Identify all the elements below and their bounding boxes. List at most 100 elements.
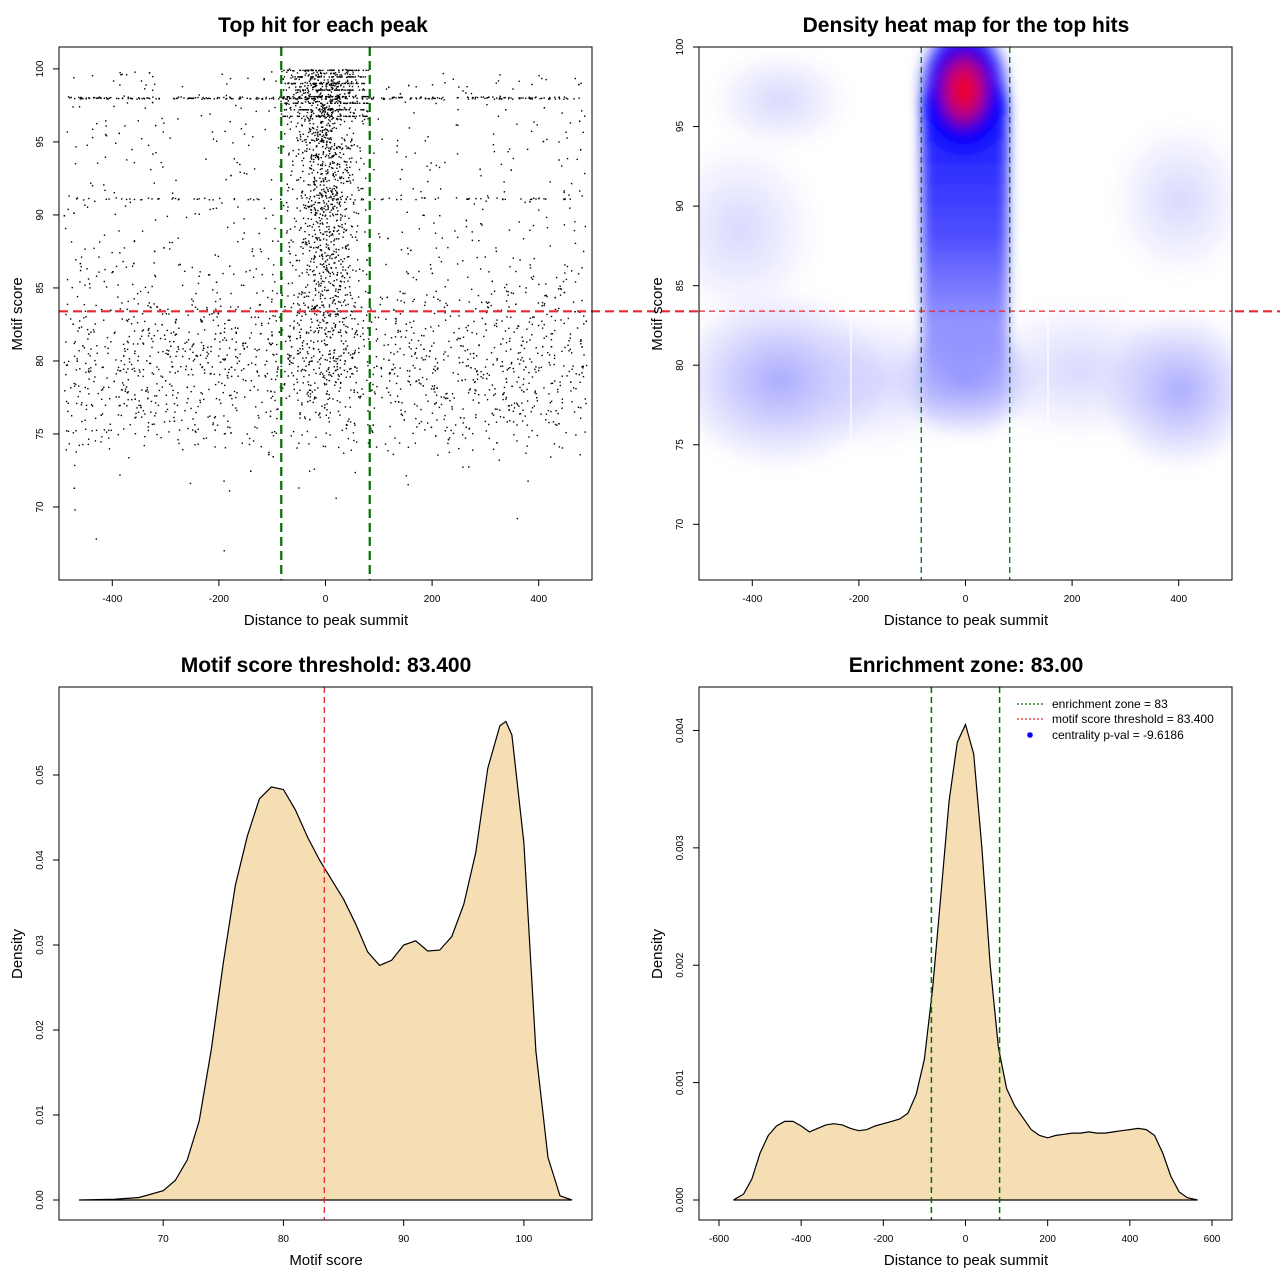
scatter-point	[552, 421, 555, 423]
scatter-point	[297, 97, 299, 100]
scatter-point	[373, 152, 375, 154]
scatter-point	[98, 241, 101, 243]
scatter-point	[324, 214, 327, 216]
scatter-point	[366, 379, 368, 382]
scatter-point	[111, 271, 113, 274]
scatter-point	[98, 271, 100, 273]
scatter-point	[309, 310, 311, 312]
scatter-point	[128, 361, 131, 363]
scatter-point	[288, 68, 291, 70]
scatter-point	[84, 248, 86, 250]
scatter-point	[313, 195, 316, 198]
scatter-point	[508, 306, 510, 308]
scatter-point	[309, 117, 312, 119]
scatter-point	[355, 331, 357, 334]
scatter-point	[529, 339, 531, 341]
scatter-point	[147, 291, 150, 294]
scatter-point	[211, 313, 213, 315]
scatter-point	[316, 145, 318, 147]
scatter-point	[327, 79, 329, 81]
scatter-point	[331, 118, 333, 121]
scatter-point	[443, 396, 445, 398]
scatter-point	[431, 345, 433, 347]
scatter-point	[342, 275, 344, 277]
scatter-point	[325, 88, 328, 90]
scatter-point	[149, 355, 151, 357]
scatter-point	[271, 298, 273, 301]
scatter-point	[229, 265, 231, 267]
scatter-point	[329, 89, 331, 91]
scatter-point	[307, 100, 310, 103]
scatter-point	[296, 337, 298, 340]
scatter-point	[323, 72, 325, 75]
scatter-point	[548, 354, 551, 356]
scatter-point	[550, 333, 552, 335]
scatter-point	[332, 199, 334, 202]
scatter-point	[282, 97, 285, 100]
scatter-point	[538, 367, 540, 369]
scatter-point	[347, 244, 349, 246]
scatter-point	[375, 365, 378, 367]
scatter-point	[326, 169, 329, 171]
scatter-point	[324, 98, 327, 100]
scatter-point	[352, 89, 354, 91]
scatter-point	[420, 383, 422, 385]
scatter-point	[154, 274, 156, 277]
scatter-point	[100, 389, 103, 391]
scatter-point	[183, 97, 185, 99]
scatter-point	[449, 315, 452, 317]
scatter-point	[496, 408, 498, 410]
scatter-point	[578, 120, 581, 122]
scatter-point	[406, 211, 408, 214]
scatter-point	[563, 224, 566, 226]
scatter-point	[414, 352, 417, 354]
scatter-point	[435, 394, 438, 396]
scatter-point	[365, 314, 368, 316]
scatter-point	[207, 362, 209, 364]
scatter-point	[237, 306, 239, 308]
scatter-point	[137, 355, 140, 358]
scatter-point	[546, 295, 548, 298]
scatter-point	[329, 101, 332, 103]
scatter-point	[234, 348, 237, 351]
scatter-point	[497, 115, 500, 118]
scatter-point	[274, 227, 276, 230]
scatter-point	[430, 326, 432, 328]
scatter-point	[75, 146, 77, 148]
scatter-point	[480, 198, 482, 200]
scatter-point	[184, 350, 187, 352]
scatter-point	[333, 89, 336, 91]
scatter-point	[331, 155, 333, 158]
scatter-point	[340, 157, 342, 159]
scatter-point	[66, 303, 69, 306]
scatter-point	[300, 97, 303, 99]
scatter-point	[308, 242, 310, 245]
scatter-point	[105, 431, 108, 433]
scatter-point	[86, 206, 89, 208]
scatter-point	[472, 352, 475, 355]
scatter-point	[132, 343, 135, 345]
scatter-point	[249, 269, 251, 272]
scatter-point	[279, 165, 281, 168]
scatter-point	[66, 364, 69, 366]
scatter-point	[332, 174, 335, 176]
y-tick-label: 0.01	[35, 1105, 46, 1125]
scatter-point	[334, 85, 336, 87]
scatter-point	[298, 259, 301, 262]
scatter-point	[322, 214, 324, 216]
scatter-point	[314, 307, 316, 309]
scatter-point	[171, 241, 173, 244]
scatter-point	[289, 97, 291, 100]
scatter-point	[460, 345, 462, 347]
scatter-point	[324, 332, 327, 335]
scatter-point	[313, 331, 315, 334]
scatter-point	[290, 174, 292, 177]
scatter-point	[126, 102, 129, 104]
scatter-point	[328, 374, 330, 376]
scatter-point	[351, 194, 353, 196]
scatter-point	[349, 182, 352, 184]
scatter-point	[309, 389, 312, 391]
scatter-point	[474, 389, 476, 391]
scatter-point	[443, 353, 445, 355]
scatter-point	[301, 192, 303, 194]
